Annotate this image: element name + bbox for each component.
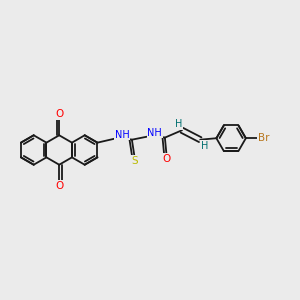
Text: H: H — [175, 119, 182, 129]
Text: Br: Br — [258, 133, 269, 143]
Text: NH: NH — [148, 128, 162, 138]
Text: H: H — [201, 141, 208, 151]
Text: O: O — [55, 181, 63, 191]
Text: O: O — [162, 154, 170, 164]
Text: S: S — [131, 156, 138, 166]
Text: NH: NH — [115, 130, 129, 140]
Text: O: O — [55, 109, 63, 119]
